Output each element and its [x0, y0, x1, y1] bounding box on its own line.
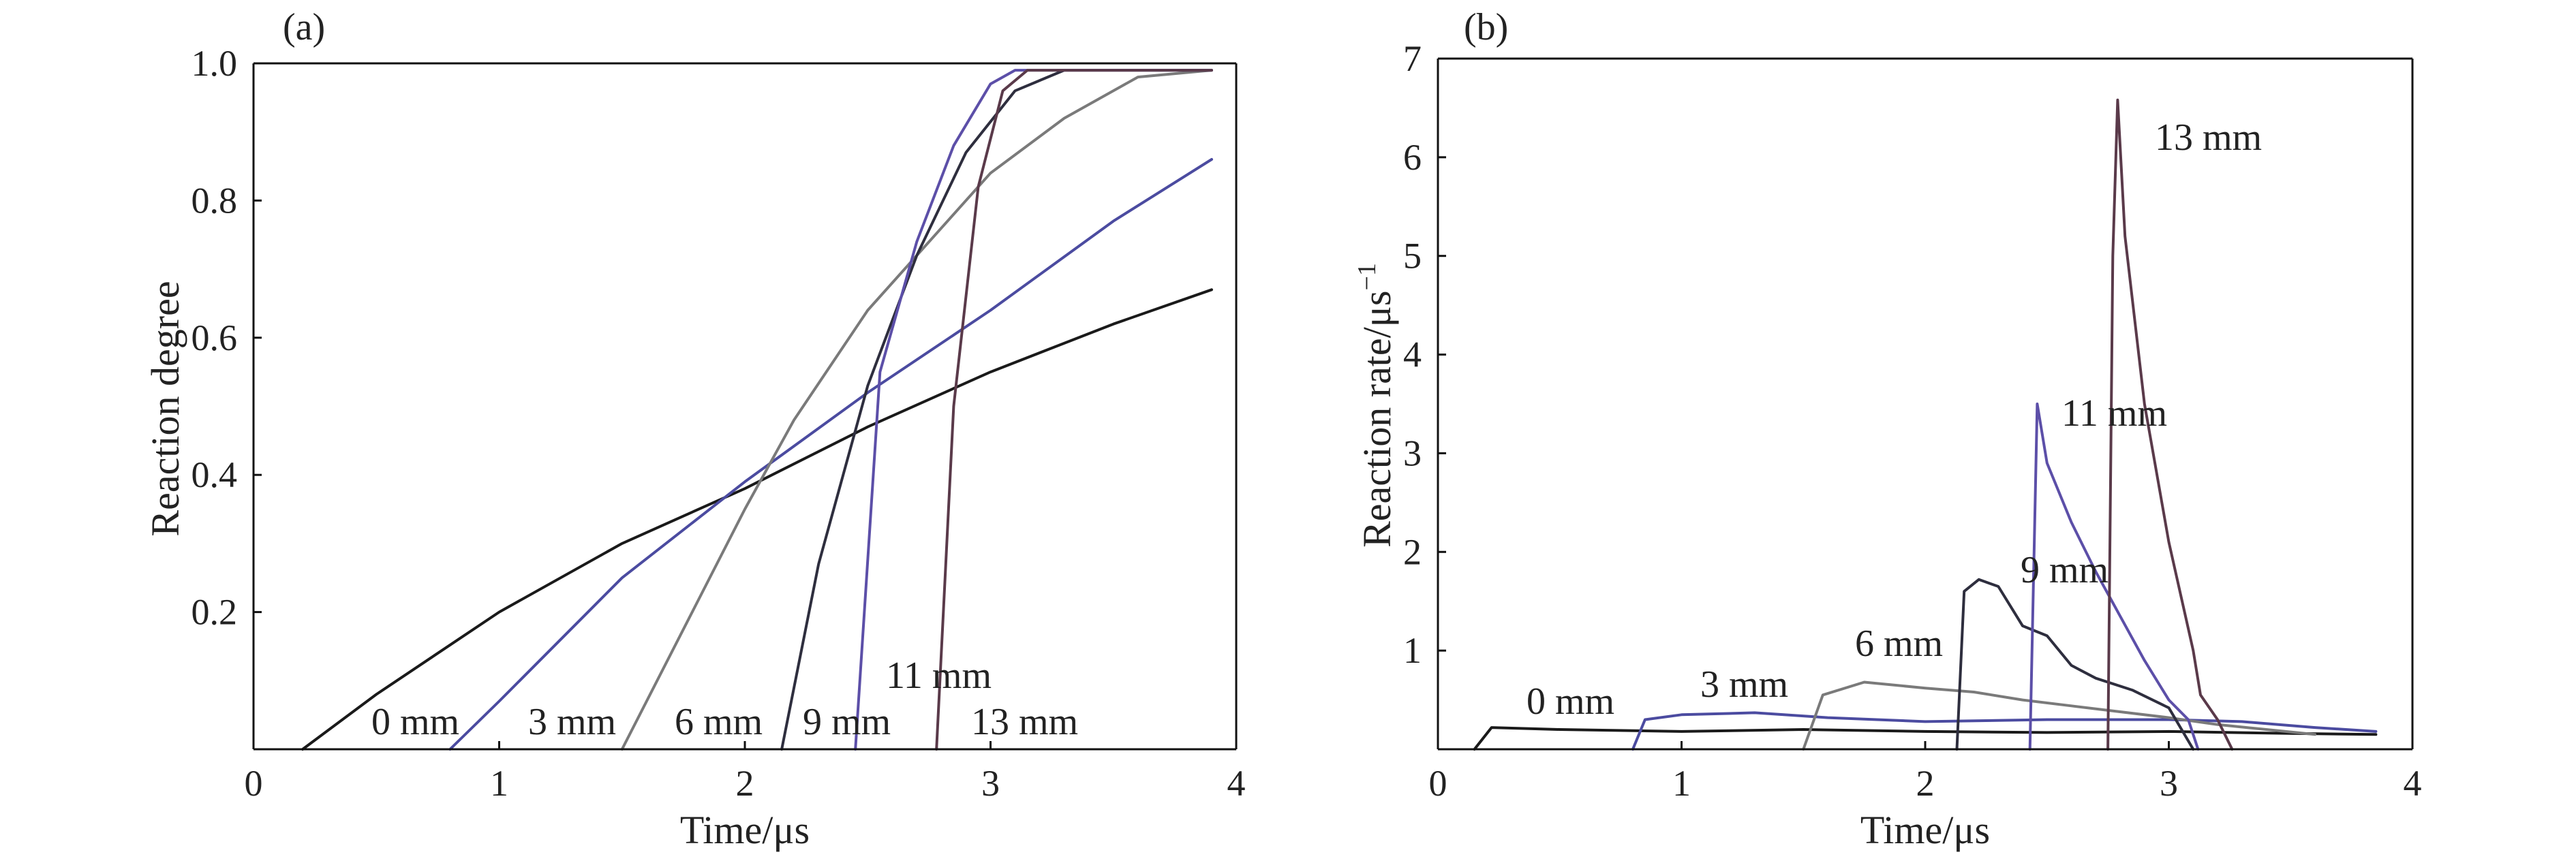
panel-a: (a) 0 1 2 3 4 0.2 0.4 0.6 0.8 1.0 Time/μs Reacti…: [143, 6, 1246, 852]
panel-b-label: (b): [1464, 6, 1508, 48]
panel-a-x-ticks: 0 1 2 3 4: [245, 741, 1246, 804]
panel-b-x-tick-label: 2: [1916, 763, 1935, 804]
panel-b-label-11mm: 11 mm: [2061, 392, 2167, 435]
panel-a-x-tick-label: 0: [245, 763, 263, 804]
panel-b-series-line-9mm: [1955, 578, 2195, 751]
panel-b-series-line-6mm: [1802, 680, 2316, 751]
panel-b-y-tick-label: 7: [1403, 38, 1422, 79]
panel-a-label: (a): [283, 6, 325, 48]
panel-a-y-tick-label: 0.8: [191, 180, 238, 221]
panel-a-x-tick-label: 3: [981, 763, 1000, 804]
panel-b-x-tick-label: 0: [1429, 763, 1447, 804]
panel-b-series-line-0mm: [1473, 726, 2378, 751]
panel-b-y-tick-label: 6: [1403, 137, 1422, 178]
panel-b-y-axis-title-main: Reaction rate/μs: [1355, 291, 1399, 548]
panel-a-label-11mm: 11 mm: [886, 655, 992, 697]
panel-a-label-6mm: 6 mm: [675, 701, 763, 743]
panel-b-y-ticks: 1 2 3 4 5 6 7: [1403, 38, 1446, 671]
panel-b-y-tick-label: 1: [1403, 630, 1422, 671]
panel-a-series-line-11mm: [854, 69, 1213, 751]
panel-b-y-axis-title-superscript: −1: [1353, 263, 1381, 290]
panel-a-series-line-0mm: [301, 288, 1213, 751]
panel-b-y-tick-label: 2: [1403, 531, 1422, 572]
panel-a-y-tick-label: 0.6: [191, 317, 238, 358]
panel-b-label-13mm: 13 mm: [2155, 116, 2262, 159]
panel-b-y-tick-label: 5: [1403, 236, 1422, 277]
panel-a-series-line-6mm: [620, 69, 1213, 751]
panel-b-y-tick-label: 4: [1403, 334, 1422, 375]
panel-b-curves: [1473, 98, 2378, 751]
panel-a-y-ticks: 0.2 0.4 0.6 0.8 1.0: [191, 43, 262, 633]
panel-a-y-tick-label: 0.2: [191, 592, 238, 633]
panel-b-y-axis-title: Reaction rate/μs−1: [1353, 263, 1399, 548]
panel-b-label-3mm: 3 mm: [1700, 663, 1788, 706]
panel-a-x-tick-label: 2: [736, 763, 754, 804]
panel-b-x-axis-title: Time/μs: [1860, 808, 1990, 852]
panel-a-label-3mm: 3 mm: [528, 701, 616, 743]
panel-b-series-line-13mm: [2106, 98, 2234, 751]
panel-a-series-line-3mm: [448, 158, 1213, 751]
panel-a-curves: [301, 69, 1213, 751]
panel-a-y-tick-label: 0.4: [191, 454, 238, 495]
panel-b-label-9mm: 9 mm: [2021, 549, 2109, 591]
panel-b-label-0mm: 0 mm: [1527, 680, 1614, 723]
panel-b: (b) 0 1 2 3 4 1 2 3 4 5 6 7 Time/μs Reaction rate/…: [1353, 6, 2422, 852]
panel-a-x-axis-title: Time/μs: [680, 808, 810, 852]
panel-a-series-line-13mm: [935, 69, 1213, 751]
panel-b-x-tick-label: 3: [2160, 763, 2178, 804]
panel-b-series-line-3mm: [1631, 711, 2378, 751]
panel-b-y-tick-label: 3: [1403, 433, 1422, 473]
panel-b-x-tick-label: 4: [2404, 763, 2422, 804]
panel-a-x-tick-label: 1: [490, 763, 508, 804]
panel-b-x-tick-label: 1: [1672, 763, 1691, 804]
panel-a-label-0mm: 0 mm: [371, 701, 459, 743]
panel-b-x-ticks: 0 1 2 3 4: [1429, 741, 2422, 804]
panel-a-label-13mm: 13 mm: [971, 701, 1078, 743]
panel-a-label-9mm: 9 mm: [803, 701, 891, 743]
panel-b-label-6mm: 6 mm: [1855, 623, 1943, 665]
panel-a-y-axis-title: Reaction degree: [143, 281, 187, 536]
panel-a-y-tick-label: 1.0: [191, 43, 238, 84]
panel-b-series-line-11mm: [2028, 403, 2200, 751]
panel-a-x-tick-label: 4: [1227, 763, 1246, 804]
